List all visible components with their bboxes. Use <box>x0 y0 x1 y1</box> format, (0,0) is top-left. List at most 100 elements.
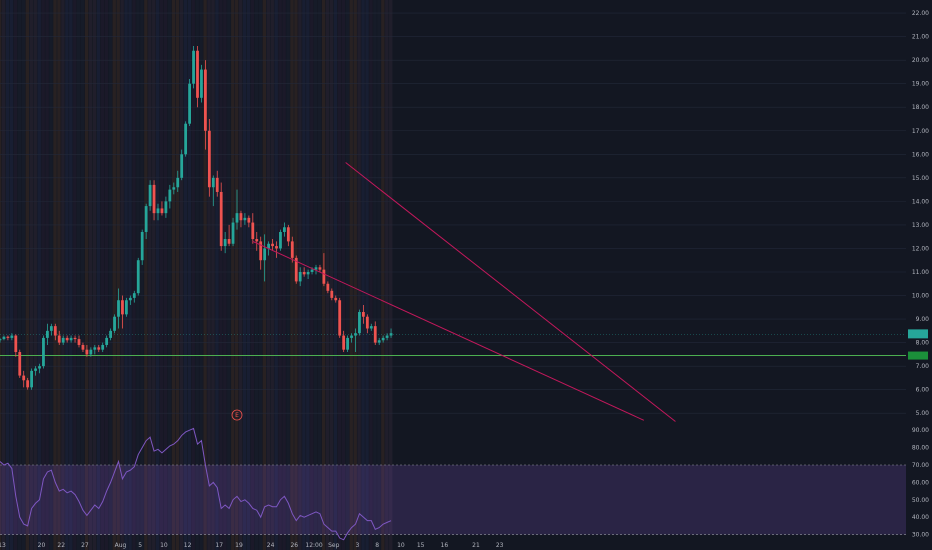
session-stripe <box>207 0 211 550</box>
rsi-tick-label: 70.00 <box>912 462 929 469</box>
session-stripe <box>41 0 45 550</box>
session-stripe <box>25 0 30 550</box>
candle-body <box>334 297 338 301</box>
price-tick-label: 11.00 <box>912 269 929 276</box>
candle-body <box>235 213 239 223</box>
session-stripe <box>203 0 207 550</box>
candle-body <box>49 326 53 331</box>
candle-body <box>2 336 6 340</box>
candle-body <box>105 337 109 345</box>
session-stripe <box>140 0 144 550</box>
candle-body <box>338 300 342 336</box>
time-tick-label: 8 <box>375 542 379 549</box>
session-stripe <box>361 0 365 550</box>
candle-body <box>322 269 326 284</box>
time-tick-label: 10 <box>397 542 405 549</box>
session-stripe <box>120 0 124 550</box>
rsi-tick-label: 80.00 <box>912 445 929 452</box>
session-stripe <box>108 0 112 550</box>
session-stripe <box>45 0 49 550</box>
candle-body <box>354 333 357 336</box>
price-tick-label: 9.00 <box>916 316 930 323</box>
session-stripe <box>231 0 235 550</box>
time-tick-label: 26 <box>290 542 298 549</box>
candle-body <box>211 177 215 188</box>
candle-body <box>227 239 231 244</box>
support-tag <box>908 351 928 360</box>
rsi-tick-label: 40.00 <box>912 514 929 521</box>
candle-body <box>255 239 259 242</box>
rsi-tick-label: 30.00 <box>912 532 929 539</box>
candle-body <box>172 187 176 190</box>
time-tick-label: 3 <box>356 542 360 549</box>
session-stripe <box>377 0 381 550</box>
candle-body <box>326 283 330 291</box>
candle-body <box>0 339 2 341</box>
candle-body <box>358 312 361 334</box>
candle-body <box>57 335 61 343</box>
session-stripe <box>238 0 243 550</box>
session-stripe <box>9 0 14 550</box>
candle-body <box>310 269 314 272</box>
candle-body <box>46 330 49 338</box>
price-tick-label: 6.00 <box>916 387 930 394</box>
time-tick-label: 19 <box>235 542 243 549</box>
price-tick-label: 15.00 <box>912 175 929 182</box>
candle-body <box>215 177 219 192</box>
candle-body <box>223 239 227 247</box>
candle-body <box>10 335 14 338</box>
candle-body <box>365 316 369 329</box>
time-tick-label: 22 <box>57 542 65 549</box>
candle-body <box>231 222 235 244</box>
candle-body <box>34 368 37 371</box>
candle-body <box>6 336 10 338</box>
last-price-tag <box>908 329 928 339</box>
time-tick-label: Aug <box>115 542 127 549</box>
session-stripe <box>278 0 282 550</box>
candle-body <box>125 300 128 315</box>
candle-body <box>286 227 290 242</box>
candle-body <box>342 335 346 350</box>
candle-body <box>346 337 349 350</box>
candle-body <box>121 300 124 315</box>
candle-body <box>243 217 247 221</box>
time-tick-label: 15 <box>417 542 425 549</box>
session-stripe <box>57 0 61 550</box>
session-stripe <box>187 0 191 550</box>
session-stripe <box>314 0 318 550</box>
candle-body <box>148 184 152 207</box>
session-stripe <box>116 0 120 550</box>
session-stripe <box>144 0 148 550</box>
right-axis-panel <box>906 0 932 550</box>
candle-body <box>188 83 191 124</box>
rsi-tick-label: 90.00 <box>912 427 929 434</box>
candle-body <box>97 347 101 350</box>
session-stripe <box>69 0 73 550</box>
session-stripe <box>250 0 255 550</box>
session-stripe <box>337 0 342 550</box>
candle-body <box>168 189 172 202</box>
price-tick-label: 7.00 <box>916 363 930 370</box>
rsi-band <box>0 465 906 535</box>
session-stripe <box>104 0 109 550</box>
candle-body <box>204 69 207 131</box>
candle-body <box>42 337 45 367</box>
session-stripe <box>223 0 227 550</box>
candle-body <box>377 340 381 343</box>
candle-body <box>109 330 112 338</box>
time-tick-label: 23 <box>496 542 504 549</box>
session-stripe <box>211 0 215 550</box>
session-stripe <box>1 0 6 550</box>
candle-body <box>38 366 41 369</box>
time-tick-label: 13 <box>0 542 6 549</box>
session-stripe <box>357 0 361 550</box>
candle-body <box>251 222 255 240</box>
session-stripe <box>369 0 373 550</box>
session-stripe <box>37 0 41 550</box>
rsi-line <box>0 427 392 541</box>
candle-body <box>53 326 57 336</box>
session-stripe <box>310 0 314 550</box>
session-stripe <box>195 0 199 550</box>
session-stripe <box>21 0 26 550</box>
